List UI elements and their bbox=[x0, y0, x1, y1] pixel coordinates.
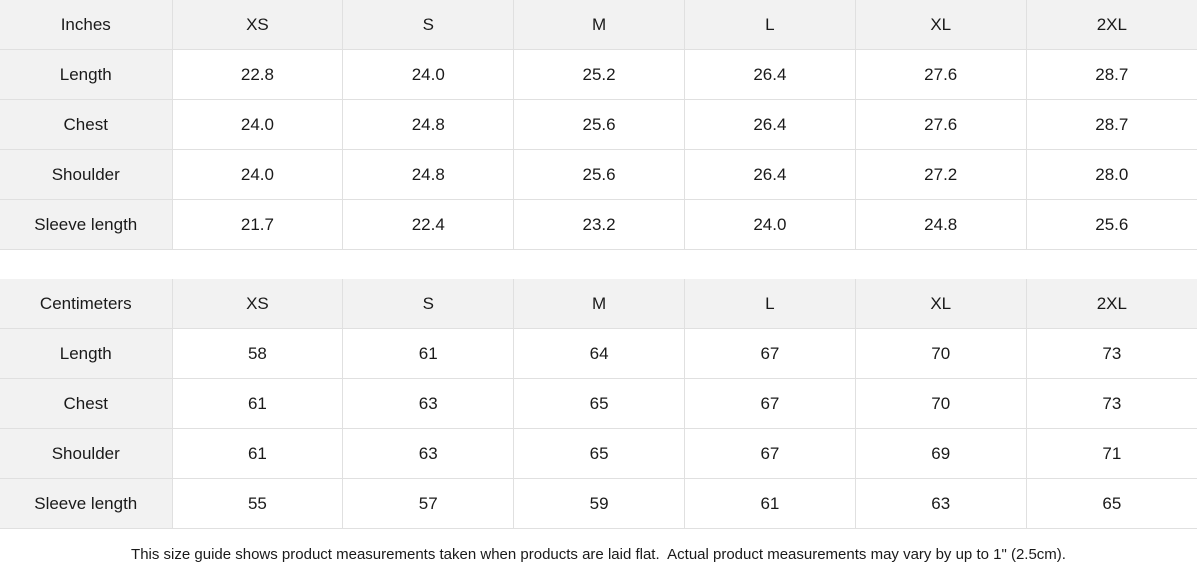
row-label-cell: Chest bbox=[0, 99, 173, 150]
value-cell: 28.7 bbox=[1025, 49, 1197, 100]
size-table-inches: Inches XS S M L XL 2XL Length 22.8 24.0 25.2 26.4 27… bbox=[0, 0, 1197, 250]
size-column-header: L bbox=[683, 279, 856, 329]
value-cell: 69 bbox=[854, 428, 1027, 479]
size-column-header: XL bbox=[854, 279, 1027, 329]
size-column-header: M bbox=[513, 279, 685, 329]
measurement-row: Length 22.8 24.0 25.2 26.4 27.6 28.7 bbox=[0, 49, 1197, 100]
value-cell: 71 bbox=[1025, 428, 1197, 479]
row-label-cell: Shoulder bbox=[0, 149, 173, 200]
value-cell: 63 bbox=[342, 428, 515, 479]
measurement-row: Sleeve length 21.7 22.4 23.2 24.0 24.8 25.6 bbox=[0, 199, 1197, 250]
value-cell: 67 bbox=[683, 328, 856, 379]
measurement-row: Shoulder 61 63 65 67 69 71 bbox=[0, 428, 1197, 479]
size-column-header: 2XL bbox=[1025, 0, 1197, 50]
value-cell: 59 bbox=[513, 478, 685, 529]
value-cell: 65 bbox=[1025, 478, 1197, 529]
row-label-cell: Chest bbox=[0, 378, 173, 429]
measurement-row: Sleeve length 55 57 59 61 63 65 bbox=[0, 478, 1197, 529]
size-column-header: M bbox=[513, 0, 685, 50]
value-cell: 64 bbox=[513, 328, 685, 379]
value-cell: 24.0 bbox=[342, 49, 515, 100]
row-label-cell: Sleeve length bbox=[0, 478, 173, 529]
value-cell: 28.7 bbox=[1025, 99, 1197, 150]
row-label-cell: Shoulder bbox=[0, 428, 173, 479]
header-row: Centimeters XS S M L XL 2XL bbox=[0, 279, 1197, 329]
value-cell: 27.2 bbox=[854, 149, 1027, 200]
value-cell: 22.8 bbox=[171, 49, 344, 100]
value-cell: 67 bbox=[683, 378, 856, 429]
value-cell: 25.2 bbox=[513, 49, 685, 100]
value-cell: 24.8 bbox=[342, 149, 515, 200]
value-cell: 61 bbox=[171, 428, 344, 479]
value-cell: 57 bbox=[342, 478, 515, 529]
value-cell: 24.8 bbox=[342, 99, 515, 150]
value-cell: 25.6 bbox=[513, 149, 685, 200]
value-cell: 22.4 bbox=[342, 199, 515, 250]
value-cell: 67 bbox=[683, 428, 856, 479]
measurement-row: Length 58 61 64 67 70 73 bbox=[0, 328, 1197, 379]
value-cell: 26.4 bbox=[683, 149, 856, 200]
size-column-header: XL bbox=[854, 0, 1027, 50]
value-cell: 24.8 bbox=[854, 199, 1027, 250]
value-cell: 21.7 bbox=[171, 199, 344, 250]
value-cell: 70 bbox=[854, 328, 1027, 379]
value-cell: 27.6 bbox=[854, 49, 1027, 100]
value-cell: 73 bbox=[1025, 328, 1197, 379]
value-cell: 61 bbox=[171, 378, 344, 429]
value-cell: 25.6 bbox=[1025, 199, 1197, 250]
value-cell: 73 bbox=[1025, 378, 1197, 429]
header-row: Inches XS S M L XL 2XL bbox=[0, 0, 1197, 50]
size-column-header: 2XL bbox=[1025, 279, 1197, 329]
value-cell: 24.0 bbox=[171, 149, 344, 200]
row-label-cell: Length bbox=[0, 328, 173, 379]
value-cell: 63 bbox=[854, 478, 1027, 529]
section-spacer bbox=[0, 250, 1197, 279]
value-cell: 23.2 bbox=[513, 199, 685, 250]
size-column-header: S bbox=[342, 0, 515, 50]
value-cell: 65 bbox=[513, 428, 685, 479]
size-column-header: XS bbox=[171, 279, 344, 329]
value-cell: 28.0 bbox=[1025, 149, 1197, 200]
value-cell: 63 bbox=[342, 378, 515, 429]
value-cell: 61 bbox=[342, 328, 515, 379]
value-cell: 61 bbox=[683, 478, 856, 529]
value-cell: 55 bbox=[171, 478, 344, 529]
value-cell: 26.4 bbox=[683, 99, 856, 150]
value-cell: 25.6 bbox=[513, 99, 685, 150]
value-cell: 65 bbox=[513, 378, 685, 429]
value-cell: 24.0 bbox=[171, 99, 344, 150]
value-cell: 27.6 bbox=[854, 99, 1027, 150]
size-table-centimeters: Centimeters XS S M L XL 2XL Length 58 61 64 67 70 73 C… bbox=[0, 279, 1197, 529]
value-cell: 70 bbox=[854, 378, 1027, 429]
unit-label-cell: Centimeters bbox=[0, 279, 173, 329]
size-column-header: L bbox=[683, 0, 856, 50]
value-cell: 58 bbox=[171, 328, 344, 379]
size-column-header: S bbox=[342, 279, 515, 329]
measurement-row: Chest 61 63 65 67 70 73 bbox=[0, 378, 1197, 429]
value-cell: 26.4 bbox=[683, 49, 856, 100]
value-cell: 24.0 bbox=[683, 199, 856, 250]
row-label-cell: Sleeve length bbox=[0, 199, 173, 250]
row-label-cell: Length bbox=[0, 49, 173, 100]
size-column-header: XS bbox=[171, 0, 344, 50]
size-guide-footnote: This size guide shows product measuremen… bbox=[0, 529, 1197, 579]
measurement-row: Chest 24.0 24.8 25.6 26.4 27.6 28.7 bbox=[0, 99, 1197, 150]
measurement-row: Shoulder 24.0 24.8 25.6 26.4 27.2 28.0 bbox=[0, 149, 1197, 200]
unit-label-cell: Inches bbox=[0, 0, 173, 50]
